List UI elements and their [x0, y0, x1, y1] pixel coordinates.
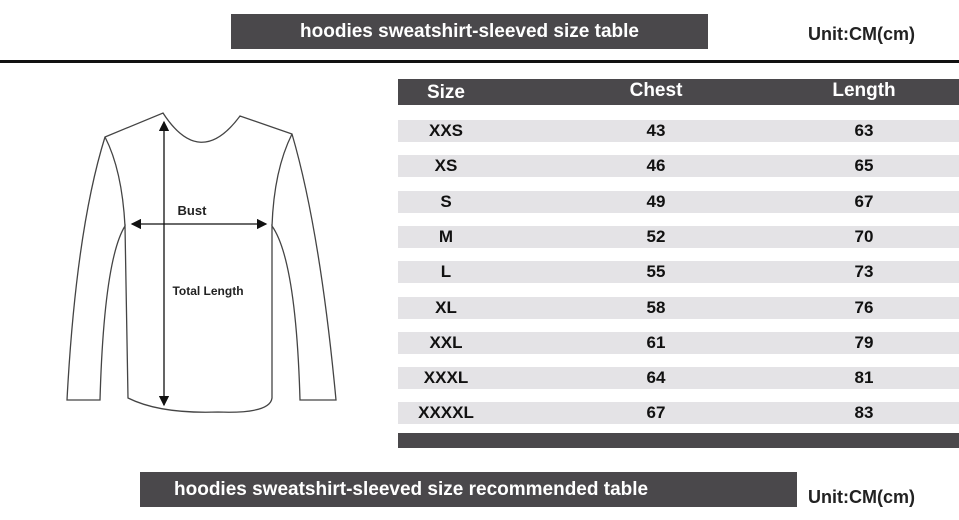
bottom-banner: hoodies sweatshirt-sleeved size recommen… — [140, 472, 797, 507]
top-banner: hoodies sweatshirt-sleeved size table — [231, 14, 708, 49]
unit-label-bottom: Unit:CM(cm) — [808, 487, 915, 507]
table-footer-bar — [398, 433, 959, 448]
chest-cell: 67 — [646, 403, 666, 423]
unit-label-top: Unit:CM(cm) — [808, 24, 915, 44]
table-row: XXS 43 63 — [398, 120, 959, 142]
table-row: L 55 73 — [398, 261, 959, 284]
chest-cell: 61 — [646, 332, 666, 352]
size-cell: XL — [435, 297, 457, 317]
length-cell: 63 — [854, 121, 874, 140]
length-cell: 65 — [854, 156, 874, 176]
header-chest: Chest — [629, 80, 683, 101]
table-row: XXL 61 79 — [398, 331, 959, 354]
chest-cell: 55 — [646, 262, 666, 282]
table-row: XS 46 65 — [398, 155, 959, 178]
table-row: XL 58 76 — [398, 296, 959, 319]
total-length-label: Total Length — [172, 284, 243, 298]
size-cell: XXXL — [423, 368, 469, 388]
table-row: XXXXL 67 83 — [398, 402, 959, 425]
size-cell: XXL — [429, 332, 463, 352]
table-row: XXXL 64 81 — [398, 367, 959, 390]
size-cell: M — [438, 226, 454, 246]
size-cell: S — [440, 191, 452, 211]
header-size: Size — [426, 82, 466, 103]
size-cell: XS — [434, 156, 458, 176]
chest-cell: 49 — [646, 191, 666, 211]
chest-cell: 43 — [646, 121, 666, 140]
length-cell: 73 — [854, 262, 874, 282]
length-cell: 67 — [854, 191, 874, 211]
length-cell: 83 — [854, 403, 874, 423]
table-row: S 49 67 — [398, 190, 959, 213]
chest-cell: 64 — [646, 368, 666, 388]
header-length: Length — [832, 80, 896, 101]
sweatshirt-outline — [66, 112, 337, 413]
length-cell: 70 — [854, 226, 874, 246]
divider — [0, 60, 959, 63]
size-cell: L — [440, 262, 452, 282]
length-cell: 81 — [854, 368, 874, 388]
chest-cell: 58 — [646, 297, 666, 317]
size-cell: XXS — [428, 121, 464, 140]
table-header: Size Chest Length — [398, 79, 959, 105]
chest-cell: 52 — [646, 226, 666, 246]
chest-cell: 46 — [646, 156, 666, 176]
sweatshirt-diagram: Bust Total Length — [66, 112, 337, 413]
length-cell: 79 — [854, 332, 874, 352]
bust-label: Bust — [178, 203, 208, 218]
length-cell: 76 — [854, 297, 874, 317]
table-row: M 52 70 — [398, 225, 959, 248]
size-cell: XXXXL — [418, 403, 474, 423]
